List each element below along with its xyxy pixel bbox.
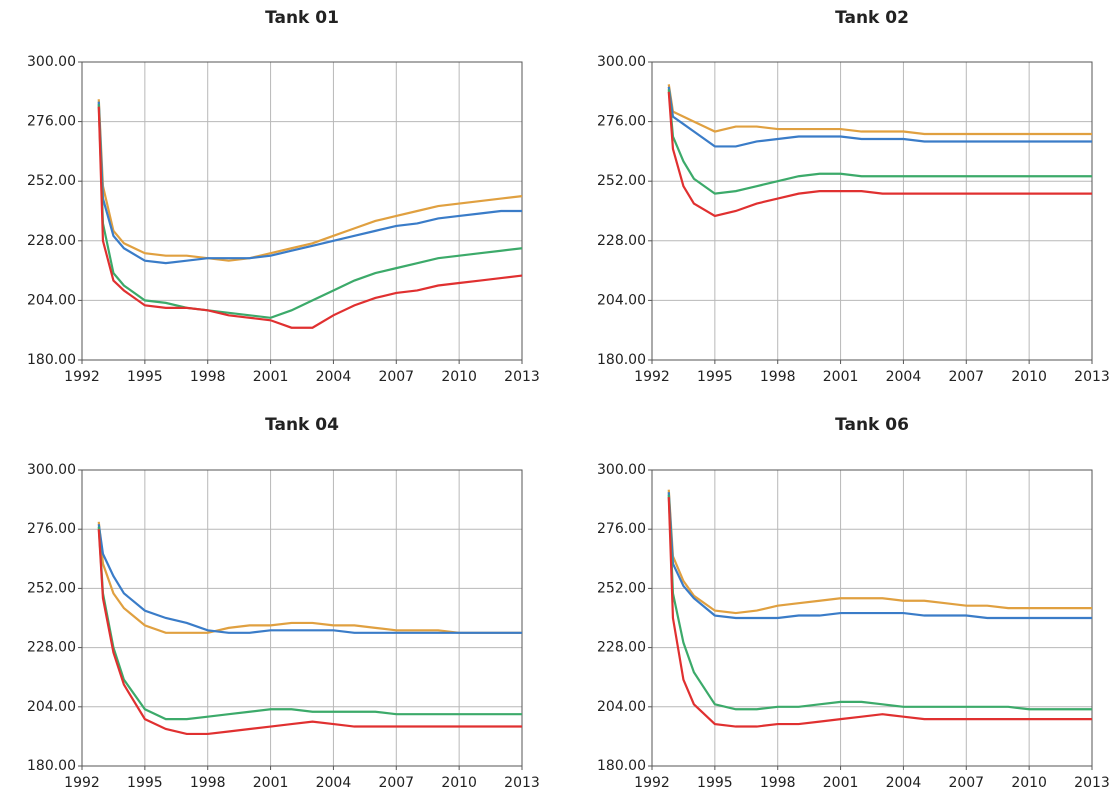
y-tick-label: 252.00 — [597, 580, 646, 596]
y-tick-label: 204.00 — [27, 699, 76, 715]
x-tick-label: 2007 — [378, 775, 414, 791]
x-tick-label: 2007 — [378, 369, 414, 385]
line — [667, 497, 1092, 728]
x-tick-label: 2004 — [886, 369, 922, 385]
plot-frame — [81, 61, 523, 361]
y-tick-label: 276.00 — [27, 521, 76, 537]
x-tick-label: 1992 — [634, 369, 670, 385]
x-tick-label: 2010 — [1011, 775, 1047, 791]
x-tick-label: 2010 — [441, 775, 477, 791]
chart-title: Tank 01 — [265, 8, 339, 28]
line — [667, 494, 1092, 711]
x-tick-label: 2001 — [823, 369, 859, 385]
x-tick-label: 2013 — [504, 775, 540, 791]
y-tick-label: 180.00 — [27, 758, 76, 774]
x-tick-label: 2004 — [886, 775, 922, 791]
x-tick-label: 2007 — [948, 775, 984, 791]
line — [97, 521, 522, 634]
x-tick-label: 2007 — [948, 369, 984, 385]
y-tick-label: 300.00 — [597, 54, 646, 70]
x-tick-label: 2001 — [253, 775, 289, 791]
line — [97, 99, 523, 262]
x-tick-label: 2004 — [316, 369, 352, 385]
plot-frame — [81, 469, 523, 767]
y-tick-label: 252.00 — [597, 173, 646, 189]
y-tick-label: 252.00 — [27, 173, 76, 189]
y-tick-label: 252.00 — [27, 580, 76, 596]
x-tick-label: 2013 — [504, 369, 540, 385]
x-tick-label: 2013 — [1074, 369, 1110, 385]
y-tick-label: 228.00 — [597, 640, 646, 656]
y-tick-label: 300.00 — [597, 462, 646, 478]
x-tick-label: 2001 — [823, 775, 859, 791]
line — [667, 489, 1092, 615]
y-tick-label: 180.00 — [597, 758, 646, 774]
x-tick-label: 1995 — [127, 775, 163, 791]
x-tick-label: 1998 — [190, 369, 226, 385]
y-tick-label: 204.00 — [27, 292, 76, 308]
x-tick-label: 1992 — [634, 775, 670, 791]
line — [97, 529, 522, 736]
y-tick-label: 228.00 — [27, 640, 76, 656]
chart-title: Tank 06 — [835, 415, 909, 435]
chart-title: Tank 04 — [265, 415, 339, 435]
y-tick-label: 276.00 — [597, 114, 646, 130]
x-tick-label: 1998 — [760, 775, 796, 791]
x-tick-label: 1995 — [127, 369, 163, 385]
x-tick-label: 1995 — [697, 369, 733, 385]
y-tick-label: 180.00 — [27, 352, 76, 368]
y-tick-label: 204.00 — [597, 292, 646, 308]
x-tick-label: 2010 — [1011, 369, 1047, 385]
y-tick-label: 300.00 — [27, 54, 76, 70]
x-tick-label: 1998 — [190, 775, 226, 791]
x-tick-label: 1998 — [760, 369, 796, 385]
y-tick-label: 204.00 — [597, 699, 646, 715]
x-tick-label: 1992 — [64, 369, 100, 385]
x-tick-label: 2013 — [1074, 775, 1110, 791]
line — [667, 84, 1092, 136]
line — [667, 91, 1092, 218]
line — [97, 104, 523, 319]
plot-frame — [651, 61, 1093, 361]
y-tick-label: 180.00 — [597, 352, 646, 368]
x-tick-label: 1992 — [64, 775, 100, 791]
y-tick-label: 300.00 — [27, 462, 76, 478]
x-tick-label: 2004 — [316, 775, 352, 791]
x-tick-label: 2010 — [441, 369, 477, 385]
y-tick-label: 228.00 — [597, 233, 646, 249]
x-tick-label: 2001 — [253, 369, 289, 385]
y-tick-label: 228.00 — [27, 233, 76, 249]
line — [97, 101, 522, 265]
line — [667, 86, 1092, 148]
line — [667, 89, 1092, 195]
line — [97, 526, 522, 721]
line — [97, 106, 523, 329]
chart-title: Tank 02 — [835, 8, 909, 28]
y-tick-label: 276.00 — [27, 114, 76, 130]
line — [667, 492, 1092, 620]
line — [97, 524, 522, 634]
y-tick-label: 276.00 — [597, 521, 646, 537]
x-tick-label: 1995 — [697, 775, 733, 791]
